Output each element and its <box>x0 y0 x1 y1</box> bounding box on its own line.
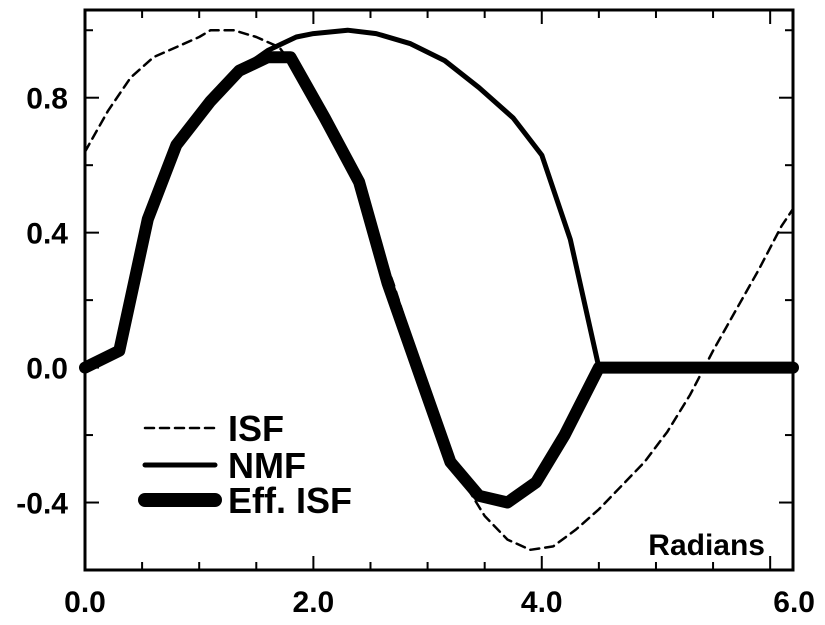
series-group <box>79 27 799 552</box>
x-tick-label: 0.0 <box>64 586 106 619</box>
axis-ticks <box>84 10 793 571</box>
series-line-eff-isf <box>79 51 799 509</box>
tick-labels: 0.0 2.0 4.0 6.0 -0.4 0.0 0.4 0.8 <box>16 83 815 619</box>
plot-frame <box>83 8 795 572</box>
legend-label: Eff. ISF <box>228 480 352 521</box>
x-axis-label: Radians <box>648 529 765 562</box>
y-tick-label: 0.8 <box>26 83 68 116</box>
y-tick-label: 0.4 <box>26 218 68 251</box>
series-line-nmf <box>82 27 796 371</box>
x-tick-label: 2.0 <box>293 586 335 619</box>
x-tick-label: 4.0 <box>521 586 563 619</box>
x-tick-label: 6.0 <box>773 586 815 619</box>
y-tick-label: -0.4 <box>16 488 68 521</box>
y-tick-label: 0.0 <box>26 353 68 386</box>
legend-label: NMF <box>228 445 306 486</box>
legend-label: ISF <box>228 408 284 449</box>
series-line-isf <box>83 28 795 552</box>
